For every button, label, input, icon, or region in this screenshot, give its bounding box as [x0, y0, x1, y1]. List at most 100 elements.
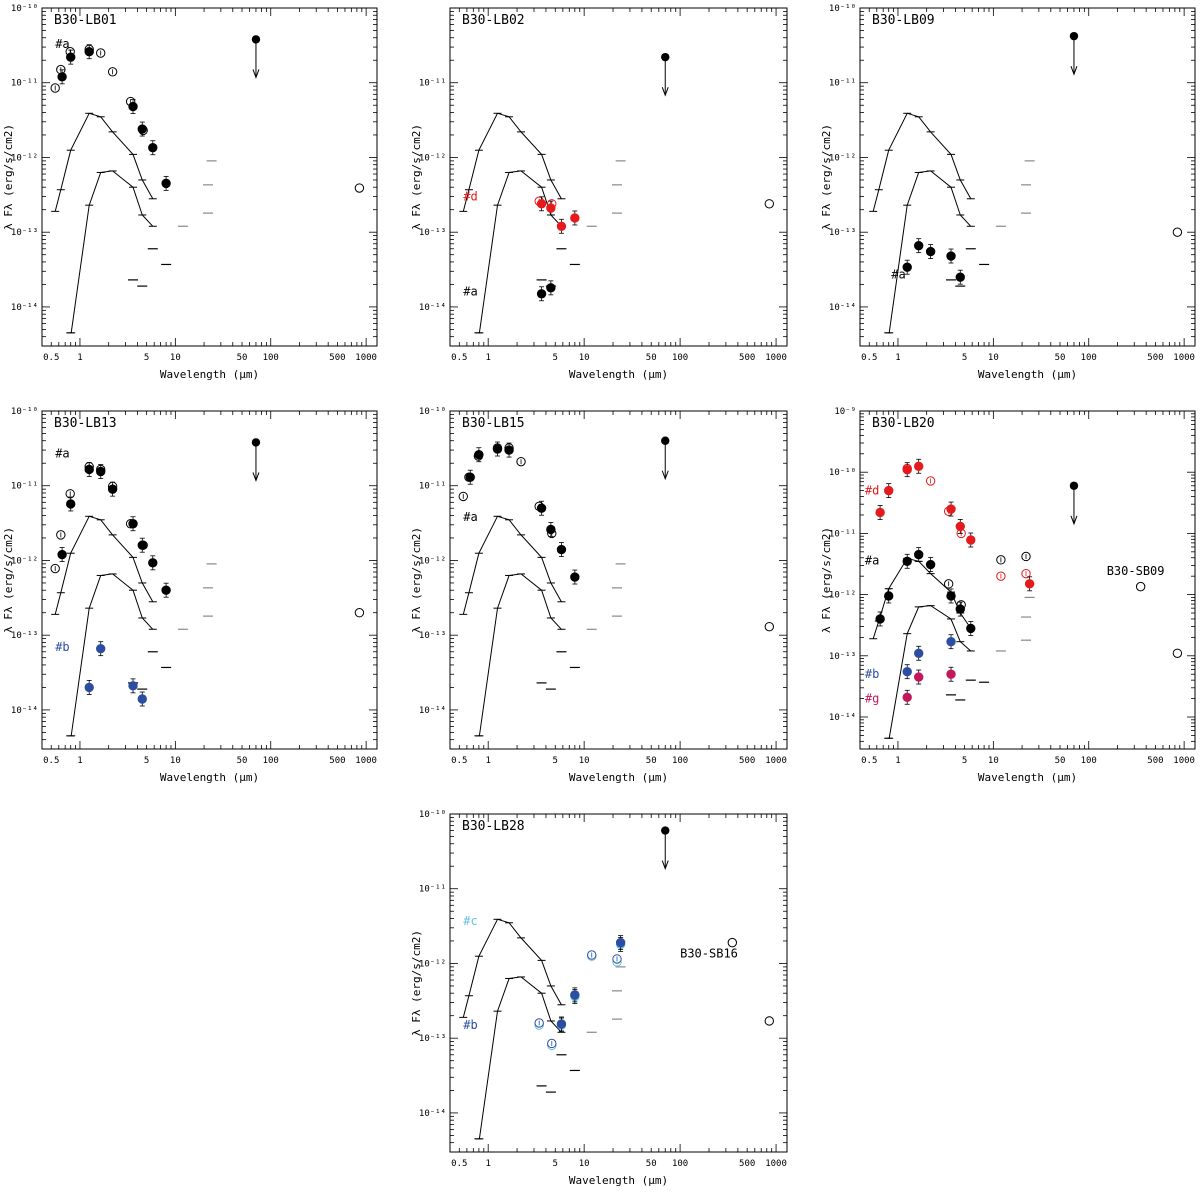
y-tick-label: 10⁻¹³ [419, 1034, 446, 1044]
filled-point [148, 558, 158, 568]
x-tick-label: 100 [672, 756, 688, 766]
filled-point [946, 504, 956, 514]
x-tick-label: 500 [739, 353, 755, 363]
filled-point [902, 666, 912, 677]
group-label: #b [55, 640, 69, 654]
y-tick-label: 10⁻¹⁴ [829, 713, 856, 723]
x-tick-label: 10 [988, 756, 999, 766]
filled-point [914, 672, 924, 682]
y-tick-label: 10⁻¹² [419, 959, 446, 969]
group-label: #d [865, 484, 879, 498]
x-tick-label: 500 [1147, 353, 1163, 363]
model-curve-lower [478, 573, 562, 737]
filled-point [465, 472, 475, 482]
x-tick-label: 5 [144, 756, 149, 766]
panel-b30-lb01: 0.5 1 5 10 50 100 500 1000 10⁻¹⁴ 10⁻¹³ 10⁻¹² 10⁻¹¹ 1… [2, 4, 378, 381]
y-tick-label: 10⁻¹¹ [829, 79, 856, 89]
plot-frame [449, 813, 788, 1153]
x-tick-label: 100 [1081, 756, 1097, 766]
x-tick-label: 5 [553, 353, 558, 363]
x-axis-label: Wavelength (μm) [569, 1174, 668, 1187]
x-tick-label: 50 [646, 756, 657, 766]
x-tick-label: 1 [895, 756, 900, 766]
x-tick-label: 1000 [765, 353, 787, 363]
y-tick-label: 10⁻¹³ [829, 228, 856, 238]
filled-point [946, 251, 956, 261]
panel-b30-lb02: 0.5 1 5 10 50 100 500 1000 10⁻¹⁴ 10⁻¹³ 10⁻¹² 10⁻¹¹ W… [410, 7, 788, 381]
y-axis-label: λ Fλ (erg/s/cm2) [820, 124, 833, 230]
panel-title: B30-LB01 [54, 13, 117, 28]
x-tick-label: 0.5 [43, 756, 59, 766]
filled-point [955, 604, 965, 614]
y-tick-label: 10⁻¹¹ [829, 529, 856, 539]
x-tick-label: 1000 [355, 353, 377, 363]
panel-b30-lb20: 0.5 1 5 10 50 100 500 1000 10⁻¹⁴ 10⁻¹³ 10⁻¹² 10⁻¹¹ 1… [820, 407, 1196, 784]
filled-point [546, 203, 556, 213]
x-tick-label: 1 [485, 756, 490, 766]
filled-point [66, 499, 76, 509]
filled-point [902, 464, 912, 475]
filled-point [137, 694, 147, 704]
model-curve-upper [54, 515, 154, 615]
filled-point [57, 549, 67, 560]
y-tick-label: 10⁻¹⁰ [419, 407, 446, 417]
x-tick-label: 10 [579, 756, 590, 766]
submm-point [727, 937, 738, 948]
panel-b30-lb13: 0.5 1 5 10 50 100 500 1000 10⁻¹⁴ 10⁻¹³ 10⁻¹² 10⁻¹¹ 1… [2, 407, 378, 784]
group-label: #d [463, 190, 477, 204]
panel-b30-lb15: 0.5 1 5 10 50 100 500 1000 10⁻¹⁴ 10⁻¹³ 10⁻¹² 10⁻¹¹ 1… [410, 407, 788, 784]
data-area [459, 52, 774, 334]
model-curve-lower [70, 170, 154, 334]
x-tick-label: 100 [672, 1159, 688, 1169]
y-tick-label: 10⁻¹¹ [419, 79, 446, 89]
data-area [50, 35, 365, 334]
y-tick-label: 10⁻¹⁰ [11, 4, 38, 14]
filled-point [946, 636, 956, 647]
panel-title: B30-LB20 [872, 416, 935, 431]
x-tick-label: 10 [988, 353, 999, 363]
y-tick-label: 10⁻¹² [829, 591, 856, 601]
arrow-head [661, 86, 669, 97]
group-label: #a [463, 285, 477, 299]
x-tick-label: 1000 [1173, 353, 1195, 363]
group-label: #a [865, 554, 879, 568]
model-curve-upper [462, 918, 562, 1018]
filled-point [536, 199, 547, 209]
x-tick-label: 500 [329, 353, 345, 363]
y-tick-label: 10⁻¹⁴ [419, 1109, 446, 1119]
filled-point [884, 591, 894, 601]
x-tick-label: 100 [263, 353, 279, 363]
x-axis-label: Wavelength (μm) [978, 771, 1077, 784]
filled-point [546, 524, 556, 535]
x-tick-label: 5 [962, 756, 967, 766]
x-tick-label: 100 [672, 353, 688, 363]
arrow-head [1070, 515, 1078, 526]
x-axis-label: Wavelength (μm) [569, 771, 668, 784]
y-tick-label: 10⁻¹² [11, 556, 38, 566]
filled-point [1024, 579, 1035, 589]
group-label: #a [55, 446, 69, 460]
x-tick-label: 50 [237, 756, 248, 766]
source-label: B30-SB16 [680, 947, 738, 961]
x-tick-label: 50 [1055, 353, 1066, 363]
filled-point [966, 623, 976, 634]
filled-point [474, 450, 484, 460]
x-axis-label: Wavelength (μm) [160, 368, 259, 381]
filled-point [955, 521, 965, 532]
y-axis-label: λ Fλ (erg/s/cm2) [2, 124, 15, 230]
filled-point [955, 272, 965, 282]
y-tick-label: 10⁻¹¹ [11, 482, 38, 492]
filled-point [66, 52, 76, 62]
submm-point [764, 621, 774, 632]
x-tick-label: 1 [485, 353, 490, 363]
x-tick-label: 1 [485, 1159, 490, 1169]
panel-title: B30-LB15 [462, 416, 525, 431]
data-area [50, 438, 365, 737]
y-tick-label: 10⁻⁹ [834, 407, 856, 417]
filled-point [946, 591, 956, 601]
filled-point [504, 445, 514, 455]
y-tick-label: 10⁻¹⁴ [11, 303, 38, 313]
plot-frame [449, 410, 788, 750]
filled-point [96, 466, 106, 477]
